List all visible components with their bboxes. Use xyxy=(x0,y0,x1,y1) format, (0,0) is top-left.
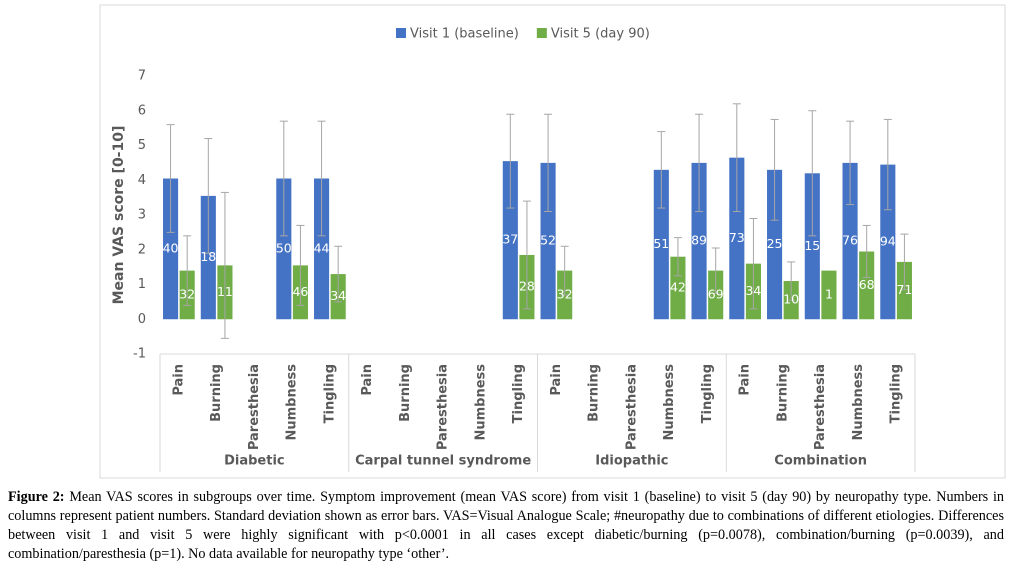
y-tick-label: 4 xyxy=(138,173,146,188)
bar xyxy=(653,169,669,320)
x-tick-label: Tingling xyxy=(322,364,337,423)
group-label: Carpal tunnel syndrome xyxy=(355,454,531,469)
x-tick-label: Burning xyxy=(209,364,224,422)
bar xyxy=(804,173,820,320)
y-tick-label: 2 xyxy=(138,242,146,257)
caption: Figure 2: Mean VAS scores in subgroups o… xyxy=(8,488,1004,564)
group-label: Idiopathic xyxy=(595,454,668,469)
y-tick-label: 6 xyxy=(138,103,146,118)
legend-swatch xyxy=(396,28,406,38)
bar xyxy=(200,195,216,320)
bar xyxy=(502,161,518,320)
count-label: 69 xyxy=(708,286,724,301)
bar xyxy=(767,169,783,320)
y-tick-label: 7 xyxy=(138,69,146,84)
x-tick-label: Paresthesia xyxy=(436,364,451,450)
bar xyxy=(276,178,292,320)
x-tick-label: Burning xyxy=(587,364,602,422)
count-label: 76 xyxy=(842,233,858,248)
bar xyxy=(691,162,707,320)
x-tick-label: Pain xyxy=(549,364,564,396)
bar xyxy=(708,270,724,320)
x-tick-label: Numbness xyxy=(851,364,866,441)
legend-label: Visit 1 (baseline) xyxy=(410,27,519,42)
x-tick-label: Numbness xyxy=(473,364,488,441)
caption-text: Mean VAS scores in subgroups over time. … xyxy=(8,489,1005,562)
count-label: 18 xyxy=(200,249,216,264)
x-tick-label: Pain xyxy=(360,364,375,396)
bar xyxy=(670,256,686,320)
count-label: 42 xyxy=(670,279,686,294)
bar xyxy=(842,162,858,320)
count-label: 25 xyxy=(767,236,783,251)
count-label: 37 xyxy=(502,232,518,247)
count-label: 32 xyxy=(179,286,195,301)
count-label: 10 xyxy=(783,292,799,307)
count-label: 46 xyxy=(292,284,308,299)
x-tick-label: Tingling xyxy=(889,364,904,423)
count-label: 1 xyxy=(825,286,833,301)
count-label: 94 xyxy=(880,233,896,248)
y-tick-label: -1 xyxy=(133,347,146,362)
group-label: Combination xyxy=(774,454,867,469)
x-tick-label: Paresthesia xyxy=(247,364,262,450)
count-label: 68 xyxy=(859,277,875,292)
count-label: 71 xyxy=(896,282,912,297)
count-label: 51 xyxy=(653,236,669,251)
count-label: 34 xyxy=(745,283,761,298)
count-label: 28 xyxy=(519,279,535,294)
count-label: 89 xyxy=(691,233,707,248)
legend-swatch xyxy=(536,28,547,38)
y-axis-label: Mean VAS score [0-10] xyxy=(111,126,127,305)
legend-label: Visit 5 (day 90) xyxy=(551,27,650,42)
x-tick-label: Tingling xyxy=(700,364,715,423)
bar xyxy=(859,251,875,320)
bar xyxy=(540,162,556,320)
x-tick-label: Pain xyxy=(171,364,186,396)
x-tick-label: Burning xyxy=(398,364,413,422)
count-label: 32 xyxy=(557,286,573,301)
bar xyxy=(896,261,912,320)
bar xyxy=(880,164,896,320)
y-tick-label: 1 xyxy=(138,277,146,292)
count-label: 40 xyxy=(163,240,179,255)
x-tick-label: Paresthesia xyxy=(624,364,639,450)
y-tick-label: 3 xyxy=(138,208,146,223)
bar xyxy=(729,157,745,320)
x-tick-label: Paresthesia xyxy=(813,364,828,450)
y-tick-label: 5 xyxy=(138,138,146,153)
group-label: Diabetic xyxy=(224,454,285,469)
x-tick-label: Burning xyxy=(775,364,790,422)
count-label: 44 xyxy=(314,240,330,255)
bar xyxy=(163,178,179,320)
count-label: 34 xyxy=(330,288,346,303)
bar xyxy=(821,270,837,320)
x-tick-label: Numbness xyxy=(285,364,300,441)
count-label: 52 xyxy=(540,233,556,248)
count-label: 73 xyxy=(729,230,745,245)
x-tick-label: Tingling xyxy=(511,364,526,423)
x-tick-label: Pain xyxy=(738,364,753,396)
count-label: 50 xyxy=(276,240,292,255)
count-label: 11 xyxy=(217,284,233,299)
y-tick-label: 0 xyxy=(138,312,146,327)
count-label: 15 xyxy=(804,238,820,253)
x-tick-label: Numbness xyxy=(662,364,677,441)
bar xyxy=(314,178,330,320)
caption-label: Figure 2: xyxy=(8,489,65,505)
